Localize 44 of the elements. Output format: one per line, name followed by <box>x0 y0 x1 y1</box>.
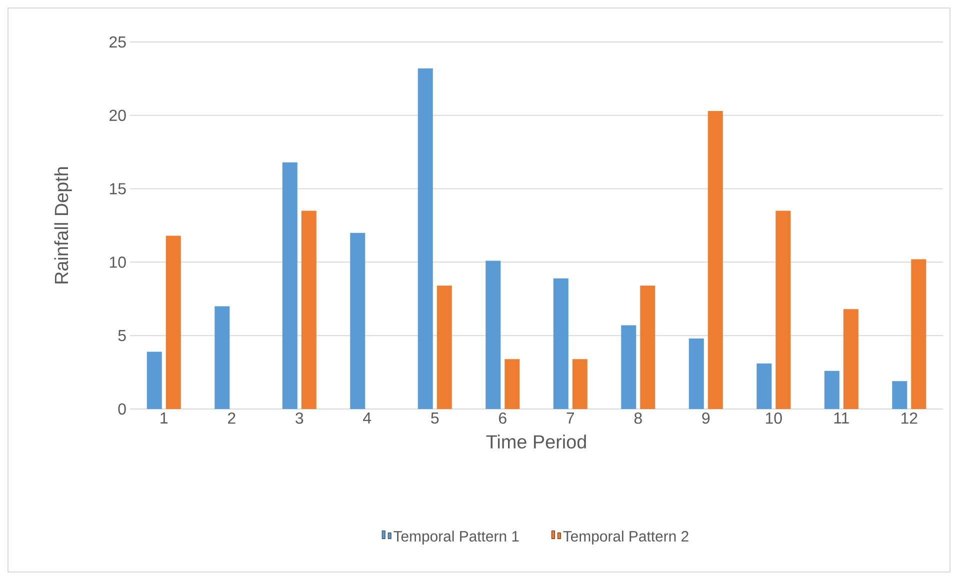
y-tick-label: 20 <box>110 110 126 122</box>
bar <box>688 338 704 409</box>
legend-label: Temporal Pattern 2 <box>563 530 688 545</box>
bar <box>572 359 588 409</box>
bar <box>301 210 316 409</box>
bar <box>843 309 858 409</box>
y-tick-label: 25 <box>110 36 126 48</box>
x-tick-label: 12 <box>901 412 918 424</box>
bar <box>911 259 926 409</box>
bar <box>776 210 791 409</box>
x-axis-title: Time Period <box>486 434 586 449</box>
bar <box>418 68 433 409</box>
x-tick-label: 1 <box>160 412 168 424</box>
bar <box>214 306 230 409</box>
x-tick-label: 8 <box>634 412 642 424</box>
x-tick-label: 6 <box>499 412 506 424</box>
x-tick-label: 2 <box>228 412 236 424</box>
bar <box>640 286 656 409</box>
bar <box>553 278 568 409</box>
x-tick-label: 7 <box>566 412 574 424</box>
bar <box>824 370 840 409</box>
x-tick-label: 9 <box>702 412 710 424</box>
bar <box>892 381 908 409</box>
bar <box>504 359 520 409</box>
y-tick-label: 10 <box>110 256 126 268</box>
bar <box>282 162 298 409</box>
x-tick-label: 4 <box>363 412 372 424</box>
x-tick-label: 10 <box>766 412 782 424</box>
legend-label: Temporal Pattern 1 <box>394 530 519 545</box>
bar <box>756 363 772 409</box>
x-tick-label: 11 <box>834 412 849 424</box>
x-tick-label: 5 <box>431 412 439 424</box>
y-axis-title: Rainfall Depth <box>54 167 72 284</box>
bar <box>708 110 723 409</box>
bar <box>621 325 636 409</box>
y-tick-label: 15 <box>110 183 126 194</box>
bar <box>486 260 501 409</box>
bar <box>166 236 181 409</box>
y-tick-label: 5 <box>118 330 126 342</box>
bar <box>146 352 162 409</box>
y-tick-label: 0 <box>118 403 126 415</box>
bar <box>350 232 366 409</box>
x-tick-label: 3 <box>296 412 304 424</box>
bar <box>436 286 452 409</box>
